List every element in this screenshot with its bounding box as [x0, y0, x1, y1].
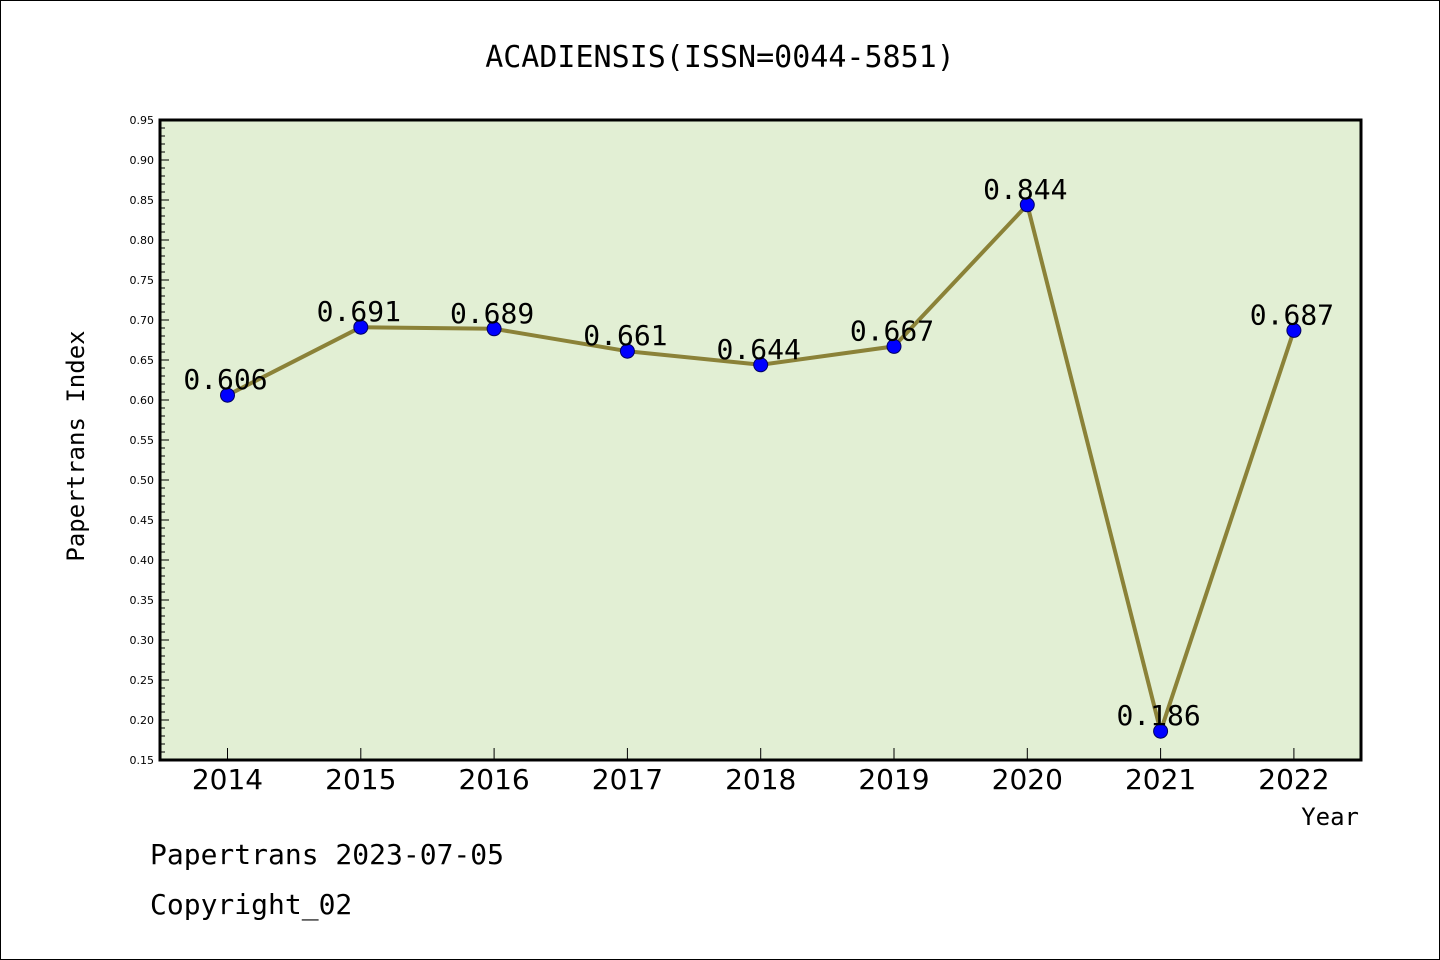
- plot-area: [158, 118, 1363, 762]
- y-tick-label: 0.85: [130, 194, 155, 207]
- x-tick-label: 2015: [325, 763, 396, 796]
- data-label: 0.691: [317, 295, 401, 328]
- x-tick-label: 2022: [1258, 763, 1329, 796]
- x-tick-label: 2019: [858, 763, 929, 796]
- data-label: 0.186: [1116, 699, 1200, 732]
- series-group: [220, 197, 1302, 739]
- footer-date: Papertrans 2023-07-05: [150, 838, 504, 871]
- y-tick-label: 0.20: [130, 714, 155, 727]
- data-label: 0.644: [717, 333, 801, 366]
- data-point: [886, 338, 902, 354]
- y-tick-label: 0.15: [130, 754, 155, 767]
- y-tick-label: 0.75: [130, 274, 155, 287]
- y-tick-label: 0.30: [130, 634, 155, 647]
- y-tick-label: 0.45: [130, 514, 155, 527]
- data-label: 0.606: [183, 363, 267, 396]
- y-tick-label: 0.70: [130, 314, 155, 327]
- data-label: 0.661: [583, 319, 667, 352]
- data-point: [353, 319, 369, 335]
- x-axis-label: Year: [1301, 803, 1359, 831]
- y-tick-label: 0.40: [130, 554, 155, 567]
- y-tick-label: 0.95: [130, 114, 155, 127]
- data-labels: 0.606 0.691 0.689 0.661 0.644 0.667 0.844 0.186…: [183, 173, 1334, 732]
- y-tick-label: 0.60: [130, 394, 155, 407]
- x-tick-label: 2017: [592, 763, 663, 796]
- x-tick-label: 2020: [992, 763, 1063, 796]
- data-label: 0.689: [450, 297, 534, 330]
- data-label: 0.667: [850, 314, 934, 347]
- footer-copyright: Copyright_02: [150, 888, 352, 922]
- data-point: [1019, 197, 1035, 213]
- y-axis: 0.15 0.20 0.25 0.30 0.35 0.40 0.45 0.50 0.55 0.60…: [130, 114, 169, 767]
- chart-title: ACADIENSIS(ISSN=0044-5851): [485, 40, 955, 75]
- data-point: [486, 321, 502, 337]
- y-tick-label: 0.80: [130, 234, 155, 247]
- y-tick-label: 0.65: [130, 354, 155, 367]
- y-tick-label: 0.35: [130, 594, 155, 607]
- y-tick-label: 0.90: [130, 154, 155, 167]
- data-point: [619, 343, 635, 359]
- y-tick-label: 0.55: [130, 434, 155, 447]
- y-tick-label: 0.50: [130, 474, 155, 487]
- data-point: [1153, 723, 1169, 739]
- data-point: [753, 357, 769, 373]
- x-tick-label: 2014: [192, 763, 263, 796]
- x-tick-label: 2016: [458, 763, 529, 796]
- data-label: 0.687: [1250, 298, 1334, 331]
- data-point: [220, 387, 235, 403]
- y-axis-label: Papertrans Index: [62, 330, 90, 561]
- x-axis: 2014 2015 2016 2017 2018 2019 2020 2021 2022: [192, 748, 1330, 796]
- x-tick-label: 2021: [1125, 763, 1196, 796]
- y-tick-label: 0.25: [130, 674, 155, 687]
- data-point: [1286, 322, 1302, 338]
- x-tick-label: 2018: [725, 763, 796, 796]
- data-label: 0.844: [983, 173, 1067, 206]
